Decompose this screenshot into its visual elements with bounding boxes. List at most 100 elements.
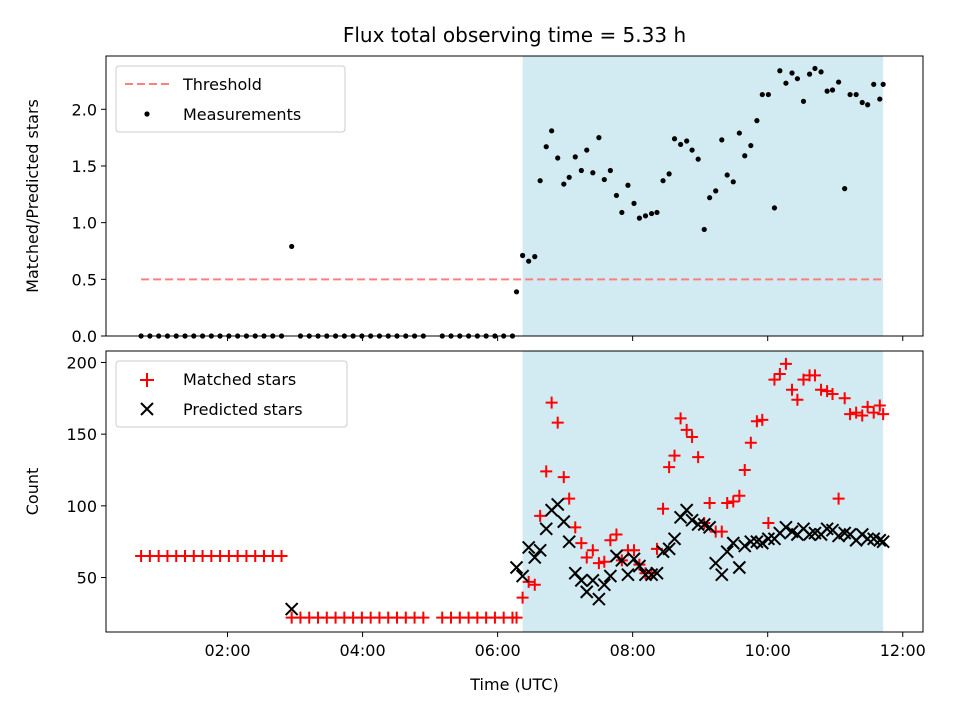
matched-star-point xyxy=(534,509,547,522)
predicted-star-point xyxy=(720,545,734,559)
matched-star-point xyxy=(838,392,851,405)
measurement-point xyxy=(537,178,543,184)
matched-star-point xyxy=(721,496,734,509)
measurement-point xyxy=(777,68,783,74)
matched-star-point xyxy=(873,399,886,412)
matched-star-point xyxy=(756,413,769,426)
matched-star-point xyxy=(686,431,699,444)
predicted-star-point xyxy=(539,522,553,536)
predicted-star-point xyxy=(702,520,717,535)
measurement-point xyxy=(654,209,660,216)
matched-star-point xyxy=(540,465,553,478)
measurement-point xyxy=(660,178,666,184)
matched-star-point xyxy=(598,555,611,568)
ratio-x-ticks xyxy=(227,336,904,341)
measurement-point xyxy=(789,70,795,76)
matched-star-point xyxy=(750,415,763,428)
x-axis-label: Time (UTC) xyxy=(469,675,558,694)
measurement-point xyxy=(812,65,818,72)
measurement-point xyxy=(771,205,778,211)
measurement-point xyxy=(671,136,678,142)
measurement-point xyxy=(689,147,695,153)
measurement-point xyxy=(880,81,886,87)
measurement-point xyxy=(783,80,789,86)
matched-star-point xyxy=(867,406,880,419)
measurement-point xyxy=(666,171,672,177)
matched-star-point xyxy=(680,423,693,436)
matched-star-point xyxy=(762,517,775,530)
matched-star-point xyxy=(663,461,676,474)
predicted-star-point xyxy=(755,536,770,550)
predicted-star-point xyxy=(632,559,647,573)
predicted-star-point xyxy=(761,532,776,546)
matched-star-point xyxy=(563,492,576,505)
matched-stars-points xyxy=(135,357,890,624)
legend-matched-label: Matched stars xyxy=(183,370,296,389)
matched-star-point xyxy=(786,383,799,396)
measurement-point xyxy=(865,102,871,108)
x-tick-label: 04:00 xyxy=(340,641,386,660)
matched-star-point xyxy=(821,385,834,398)
predicted-star-point xyxy=(557,514,571,529)
count-panel: 50 100 150 200 02:00 04:00 06:00 08:00 10:00 12:… xyxy=(23,350,926,694)
x-tick-label: 08:00 xyxy=(610,641,656,660)
predicted-star-point xyxy=(860,532,875,546)
measurement-point xyxy=(561,181,567,187)
matched-star-point xyxy=(674,412,687,425)
measurement-point xyxy=(736,130,742,136)
predicted-star-point xyxy=(284,602,299,616)
matched-star-point xyxy=(797,373,810,386)
ratio-legend: Threshold Measurements xyxy=(115,65,346,133)
legend-predicted-swatch xyxy=(140,402,154,416)
measurement-point xyxy=(754,118,760,124)
measurement-point xyxy=(742,153,748,159)
measurement-point xyxy=(590,170,596,176)
matched-star-point xyxy=(856,409,869,422)
matched-star-point xyxy=(703,496,716,509)
matched-star-point xyxy=(808,369,821,382)
measurement-point xyxy=(526,258,532,264)
predicted-star-point xyxy=(533,543,547,557)
predicted-star-point xyxy=(876,534,890,549)
predicted-star-point xyxy=(580,585,594,599)
matched-star-point xyxy=(733,489,746,502)
predicted-star-point xyxy=(603,569,618,583)
predicted-star-point xyxy=(744,534,758,549)
measurement-point xyxy=(730,179,736,185)
measurement-point xyxy=(794,76,801,82)
count-y-ticks: 50 100 150 200 xyxy=(66,353,106,588)
measurement-point xyxy=(543,144,549,150)
ratio-panel: 0.00.51.01.52.0 Matched/Predicted stars … xyxy=(23,55,924,346)
measurement-point xyxy=(555,155,561,161)
measurement-point xyxy=(607,167,613,174)
ratio-y-ticks: 0.0 0.5 1.0 1.5 2.0 xyxy=(72,100,106,346)
predicted-star-point xyxy=(715,567,729,582)
matched-star-point xyxy=(773,367,786,380)
measurement-point xyxy=(765,91,771,98)
measurement-point xyxy=(572,154,578,160)
predicted-star-point xyxy=(667,532,682,546)
measurement-point xyxy=(549,128,555,134)
matched-star-point xyxy=(657,502,670,515)
measurement-point xyxy=(642,213,649,219)
matched-star-point xyxy=(545,396,558,409)
measurement-point xyxy=(842,186,848,192)
ratio-y-label: Matched/Predicted stars xyxy=(23,99,42,293)
measurement-point xyxy=(713,188,719,194)
matched-star-point xyxy=(850,406,863,419)
predicted-star-point xyxy=(679,503,694,517)
matched-star-point xyxy=(826,388,839,401)
measurement-point xyxy=(648,210,655,217)
measurement-point xyxy=(613,192,620,199)
count-y-label: Count xyxy=(23,468,42,516)
measurement-point xyxy=(806,71,813,77)
measurement-point xyxy=(596,135,602,141)
matched-star-point xyxy=(692,451,705,464)
measurement-point xyxy=(601,176,607,183)
predicted-star-point xyxy=(662,542,676,556)
predicted-star-point xyxy=(551,497,565,512)
measurement-point xyxy=(835,79,842,85)
measurement-point xyxy=(701,226,707,233)
matched-star-point xyxy=(715,525,728,538)
measurement-point xyxy=(584,147,590,153)
